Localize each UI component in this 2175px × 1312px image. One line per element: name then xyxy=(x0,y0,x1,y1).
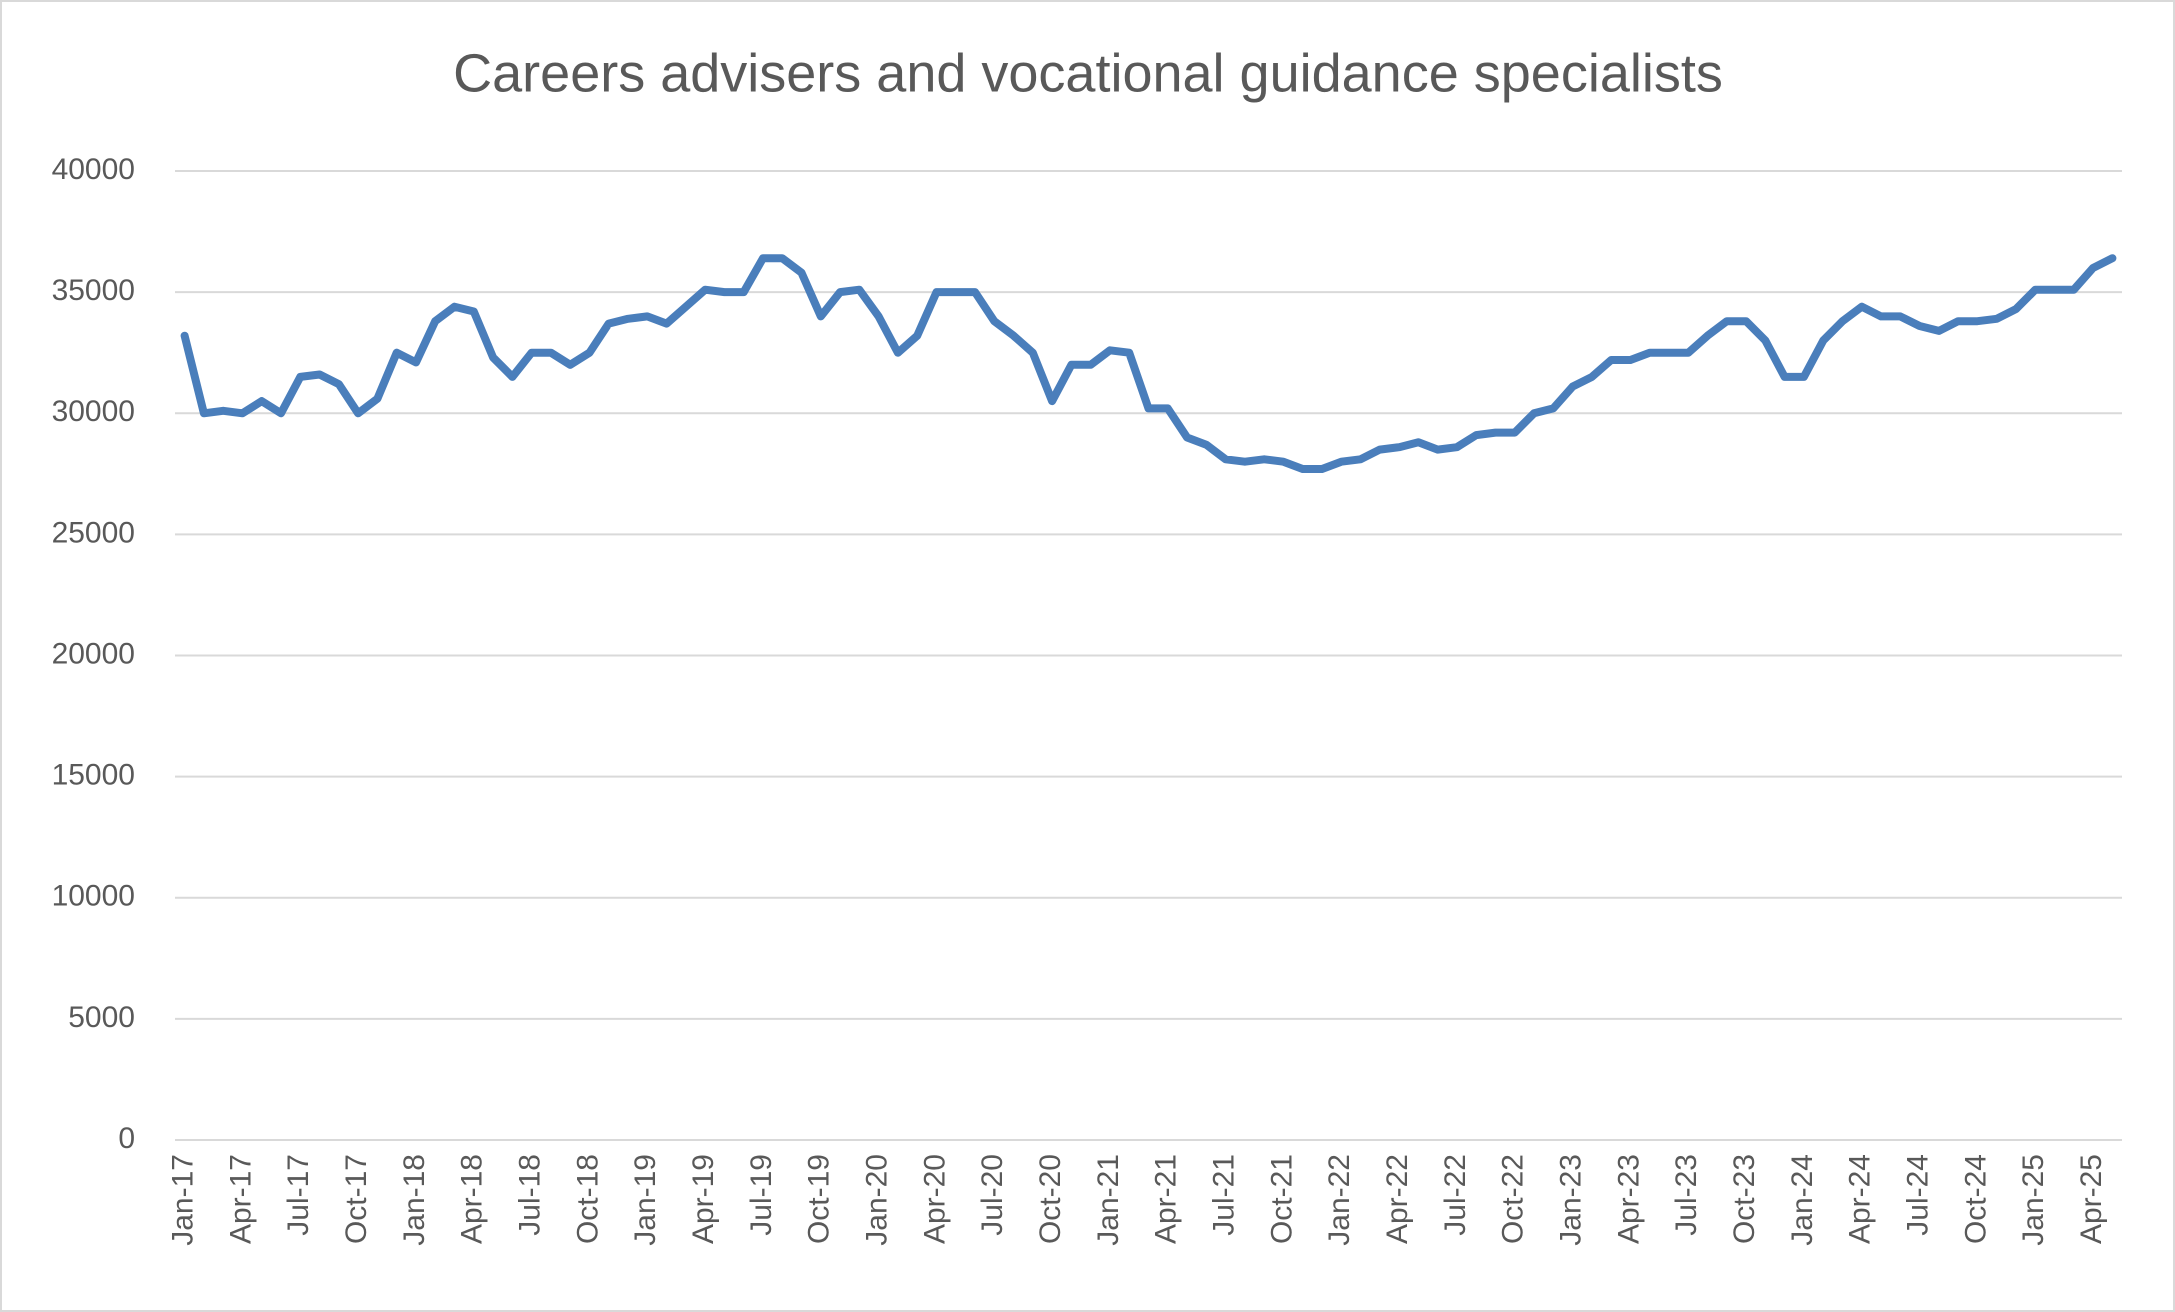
x-tick-label: Oct-23 xyxy=(1728,1154,1761,1244)
x-tick-label: Oct-24 xyxy=(1959,1154,1992,1244)
x-tick-label: Jul-18 xyxy=(514,1154,547,1236)
x-tick-label: Jul-17 xyxy=(282,1154,315,1236)
y-tick-label: 30000 xyxy=(52,395,135,428)
x-tick-label: Jan-23 xyxy=(1555,1154,1588,1246)
y-tick-label: 20000 xyxy=(52,637,135,670)
y-tick-label: 35000 xyxy=(52,274,135,307)
y-tick-label: 40000 xyxy=(52,153,135,186)
x-tick-label: Jan-24 xyxy=(1786,1154,1819,1246)
x-tick-label: Oct-20 xyxy=(1034,1154,1067,1244)
y-tick-label: 0 xyxy=(118,1122,135,1155)
x-tick-label: Jan-22 xyxy=(1323,1154,1356,1246)
x-tick-label: Apr-19 xyxy=(687,1154,720,1244)
x-tick-label: Apr-22 xyxy=(1381,1154,1414,1244)
chart-title: Careers advisers and vocational guidance… xyxy=(453,43,1723,103)
x-tick-label: Jan-21 xyxy=(1092,1154,1125,1246)
x-tick-label: Oct-18 xyxy=(571,1154,604,1244)
x-tick-label: Apr-21 xyxy=(1150,1154,1183,1244)
x-tick-label: Jul-19 xyxy=(745,1154,778,1236)
x-tick-label: Jan-25 xyxy=(2017,1154,2050,1246)
y-tick-label: 5000 xyxy=(68,1001,135,1034)
x-tick-label: Jan-17 xyxy=(167,1154,200,1246)
x-tick-label: Apr-20 xyxy=(918,1154,951,1244)
y-tick-label: 25000 xyxy=(52,516,135,549)
x-tick-label: Jul-20 xyxy=(976,1154,1009,1236)
x-tick-label: Jan-19 xyxy=(629,1154,662,1246)
x-tick-label: Apr-25 xyxy=(2075,1154,2108,1244)
x-tick-label: Apr-17 xyxy=(224,1154,257,1244)
x-tick-label: Jul-24 xyxy=(1902,1154,1935,1236)
x-tick-label: Jul-22 xyxy=(1439,1154,1472,1236)
data-line xyxy=(180,254,2117,473)
x-tick-label: Apr-24 xyxy=(1844,1154,1877,1244)
x-tick-label: Jan-18 xyxy=(398,1154,431,1246)
y-tick-label: 15000 xyxy=(52,759,135,792)
x-tick-label: Apr-23 xyxy=(1612,1154,1645,1244)
x-tick-label: Oct-21 xyxy=(1265,1154,1298,1244)
y-tick-label: 10000 xyxy=(52,880,135,913)
x-tick-label: Jul-21 xyxy=(1208,1154,1241,1236)
x-tick-label: Jan-20 xyxy=(861,1154,894,1246)
x-tick-label: Apr-18 xyxy=(456,1154,489,1244)
x-tick-label: Oct-22 xyxy=(1497,1154,1530,1244)
x-tick-label: Oct-17 xyxy=(340,1154,373,1244)
x-tick-label: Oct-19 xyxy=(803,1154,836,1244)
x-tick-label: Jul-23 xyxy=(1670,1154,1703,1236)
